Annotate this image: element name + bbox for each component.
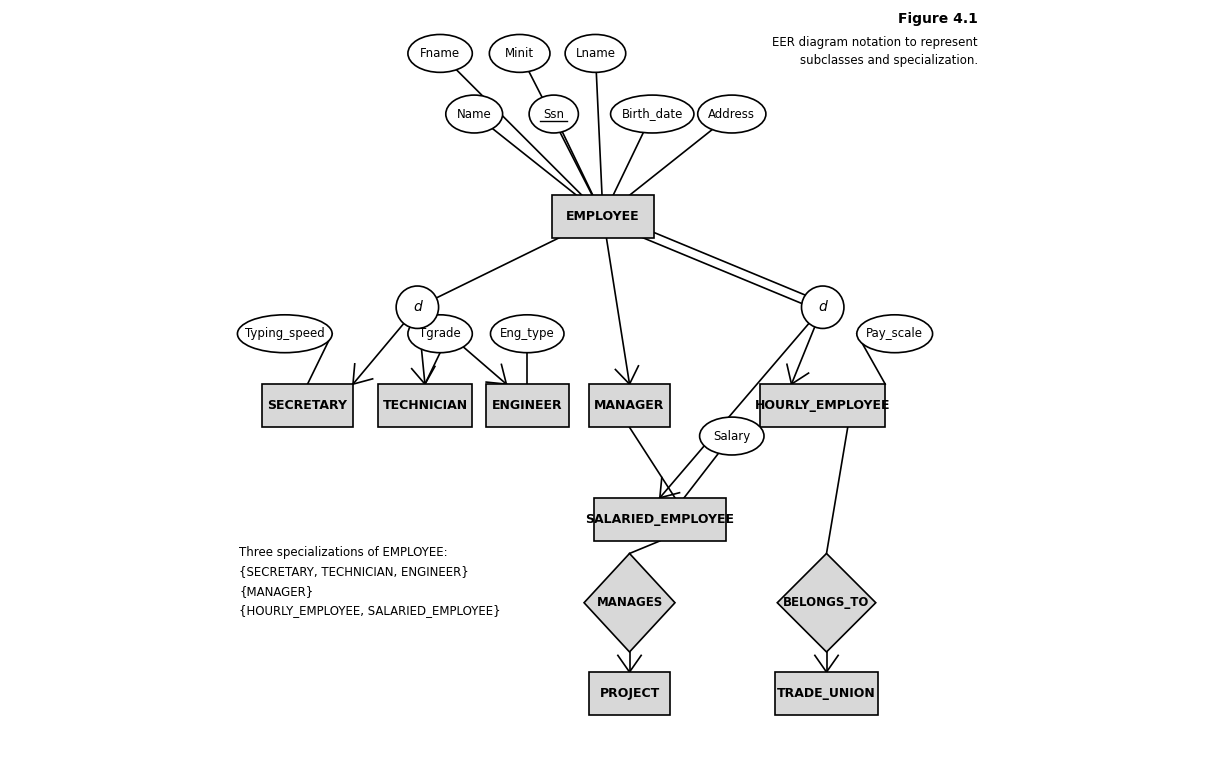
Text: Ssn: Ssn — [543, 107, 564, 120]
Text: BELONGS_TO: BELONGS_TO — [784, 596, 870, 609]
Text: Lname: Lname — [575, 47, 615, 60]
FancyBboxPatch shape — [377, 384, 473, 427]
Text: d: d — [412, 300, 422, 314]
Text: PROJECT: PROJECT — [599, 687, 660, 700]
Circle shape — [396, 286, 439, 329]
Circle shape — [802, 286, 844, 329]
FancyBboxPatch shape — [589, 384, 671, 427]
FancyBboxPatch shape — [552, 195, 654, 238]
Text: Birth_date: Birth_date — [621, 107, 683, 120]
Text: Eng_type: Eng_type — [499, 327, 555, 340]
Polygon shape — [777, 554, 876, 652]
Text: Salary: Salary — [713, 430, 750, 443]
Ellipse shape — [566, 34, 626, 72]
Text: EER diagram notation to represent
subclasses and specialization.: EER diagram notation to represent subcla… — [772, 36, 978, 67]
Ellipse shape — [408, 34, 473, 72]
Ellipse shape — [856, 315, 932, 352]
Text: MANAGES: MANAGES — [597, 596, 662, 609]
Text: Name: Name — [457, 107, 492, 120]
Ellipse shape — [446, 95, 503, 133]
Text: Fname: Fname — [420, 47, 461, 60]
Ellipse shape — [529, 95, 579, 133]
Text: Pay_scale: Pay_scale — [866, 327, 924, 340]
Ellipse shape — [408, 315, 473, 352]
Text: EMPLOYEE: EMPLOYEE — [566, 210, 640, 223]
Text: SECRETARY: SECRETARY — [268, 399, 347, 412]
Ellipse shape — [699, 417, 765, 455]
Text: HOURLY_EMPLOYEE: HOURLY_EMPLOYEE — [755, 399, 890, 412]
FancyBboxPatch shape — [775, 672, 878, 715]
Text: Address: Address — [708, 107, 755, 120]
Polygon shape — [584, 554, 675, 652]
FancyBboxPatch shape — [593, 498, 726, 541]
Text: Three specializations of EMPLOYEE:
{SECRETARY, TECHNICIAN, ENGINEER}
{MANAGER}
{: Three specializations of EMPLOYEE: {SECR… — [239, 546, 500, 617]
Ellipse shape — [610, 95, 693, 133]
Text: Figure 4.1: Figure 4.1 — [898, 11, 978, 26]
Text: TECHNICIAN: TECHNICIAN — [382, 399, 468, 412]
Ellipse shape — [491, 315, 564, 352]
Ellipse shape — [490, 34, 550, 72]
Ellipse shape — [698, 95, 766, 133]
FancyBboxPatch shape — [589, 672, 671, 715]
FancyBboxPatch shape — [486, 384, 569, 427]
Text: MANAGER: MANAGER — [595, 399, 665, 412]
FancyBboxPatch shape — [760, 384, 885, 427]
Text: d: d — [819, 300, 827, 314]
FancyBboxPatch shape — [262, 384, 353, 427]
Text: ENGINEER: ENGINEER — [492, 399, 562, 412]
Text: SALARIED_EMPLOYEE: SALARIED_EMPLOYEE — [585, 513, 734, 526]
Text: Minit: Minit — [505, 47, 534, 60]
Text: TRADE_UNION: TRADE_UNION — [777, 687, 876, 700]
Text: Typing_speed: Typing_speed — [245, 327, 324, 340]
Text: Tgrade: Tgrade — [420, 327, 461, 340]
Ellipse shape — [238, 315, 332, 352]
